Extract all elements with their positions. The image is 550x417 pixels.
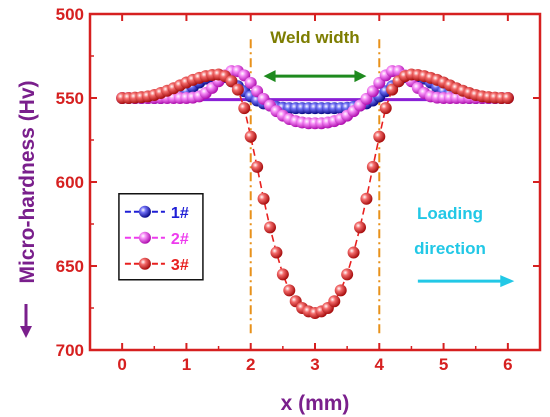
data-point (225, 75, 238, 88)
data-point (257, 192, 270, 205)
legend-item-2: 2# (124, 231, 189, 248)
weld-width-arrow (263, 70, 367, 83)
data-point (270, 246, 283, 259)
loading-direction-line2: direction (414, 239, 486, 258)
legend-marker (138, 231, 151, 244)
data-point (238, 102, 251, 115)
x-tick-label: 3 (310, 355, 319, 374)
loading-direction-line1: Loading (417, 204, 483, 223)
data-point (334, 284, 347, 297)
axis-ticks: 0 1 2 3 4 5 6 500 550 600 650 700 (56, 5, 540, 374)
legend-items: 1# 2# 3# (124, 205, 189, 274)
data-point (354, 221, 366, 234)
x-tick-label: 2 (246, 355, 255, 374)
y-tick-label: 600 (56, 173, 84, 192)
y-tick-label: 650 (56, 257, 84, 276)
y-axis-direction-arrow (20, 304, 32, 338)
legend-item-3: 3# (124, 257, 189, 274)
legend-marker (138, 257, 151, 270)
series-3 (116, 68, 514, 320)
data-point (501, 92, 514, 104)
data-point (366, 85, 379, 98)
x-tick-label: 0 (117, 355, 126, 374)
data-point (347, 246, 360, 259)
x-tick-label: 4 (375, 355, 385, 374)
legend-marker (138, 205, 151, 218)
data-point (244, 76, 257, 89)
data-point (283, 284, 296, 297)
data-point (386, 83, 399, 96)
legend-label: 3# (171, 257, 189, 274)
y-arrow-head (20, 326, 32, 338)
data-point (231, 83, 244, 96)
legend-item-1: 1# (124, 205, 189, 222)
data-point (244, 130, 257, 143)
data-point (276, 268, 289, 281)
x-tick-label: 1 (182, 355, 191, 374)
loading-direction-arrow (417, 275, 515, 288)
x-tick-label: 6 (503, 355, 512, 374)
x-tick-label: 5 (439, 355, 448, 374)
annotations: Weld width Loading direction (263, 28, 515, 288)
weld-arrow-head-left (263, 70, 276, 83)
y-axis-label: Micro-hardness (Hv) (16, 80, 39, 283)
data-point (341, 268, 354, 281)
plot-area-border (88, 12, 542, 352)
weld-width-annotation: Weld width (270, 28, 359, 47)
data-point (373, 130, 386, 143)
data-point (379, 102, 392, 115)
data-point (366, 160, 379, 173)
y-axis-label-group: Micro-hardness (Hv) (16, 80, 39, 338)
y-tick-label: 550 (56, 89, 84, 108)
plot-frame (88, 12, 542, 352)
y-tick-label: 500 (56, 5, 84, 24)
y-tick-label: 700 (56, 341, 84, 360)
data-point (251, 160, 264, 173)
legend-label: 1# (171, 205, 189, 222)
data-point (360, 192, 373, 205)
loading-arrow-head (500, 275, 515, 288)
data-point (328, 295, 341, 308)
legend: 1# 2# 3# (118, 193, 204, 281)
x-axis-label: x (mm) (281, 392, 350, 415)
legend-label: 2# (171, 231, 189, 248)
series-group (116, 65, 514, 320)
data-point (264, 221, 276, 234)
weld-arrow-head-right (354, 70, 367, 83)
